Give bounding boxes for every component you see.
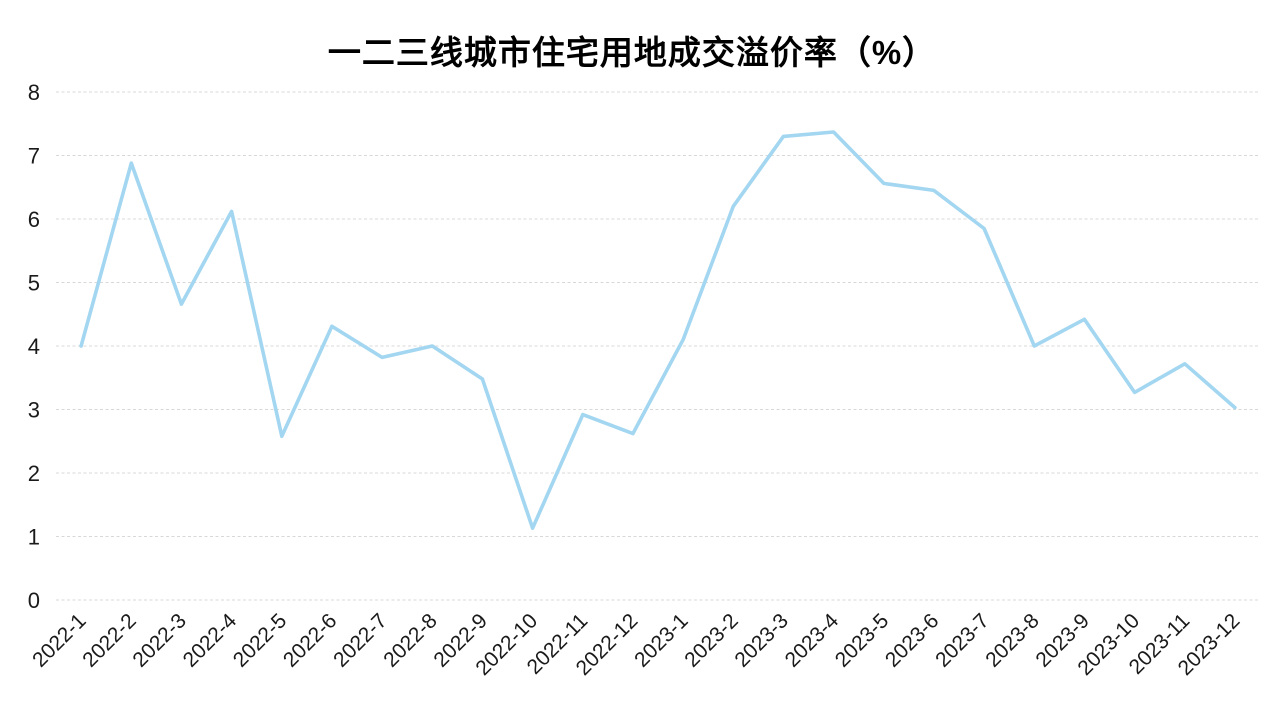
x-axis-tick-label: 2022-8 xyxy=(379,609,442,672)
x-axis-tick-label: 2023-2 xyxy=(680,609,743,672)
x-axis-tick-label: 2022-6 xyxy=(279,609,342,672)
x-axis-tick-label: 2023-5 xyxy=(831,609,894,672)
y-axis-tick-label: 1 xyxy=(28,525,40,550)
y-axis-tick-label: 6 xyxy=(28,207,40,232)
y-axis-tick-label: 7 xyxy=(28,144,40,169)
y-axis-tick-label: 5 xyxy=(28,271,40,296)
x-axis-tick-label: 2022-3 xyxy=(128,609,191,672)
x-axis-tick-label: 2023-6 xyxy=(881,609,944,672)
x-axis-tick-label: 2022-1 xyxy=(28,609,91,672)
x-axis-tick-label: 2022-4 xyxy=(179,609,242,672)
y-axis-tick-label: 0 xyxy=(28,588,40,613)
x-axis-tick-label: 2023-4 xyxy=(781,609,844,672)
x-axis-tick-label: 2023-1 xyxy=(630,609,693,672)
y-axis-tick-label: 8 xyxy=(28,80,40,105)
data-line-premium-rate xyxy=(79,130,1237,531)
x-axis-tick-label: 2022-7 xyxy=(329,609,392,672)
y-axis-tick-label: 2 xyxy=(28,461,40,486)
x-axis-tick-label: 2023-8 xyxy=(981,609,1044,672)
x-axis-tick-label: 2022-5 xyxy=(229,609,292,672)
y-axis-tick-label: 3 xyxy=(28,398,40,423)
x-axis-tick-label: 2023-7 xyxy=(931,609,994,672)
y-axis-tick-label: 4 xyxy=(28,334,40,359)
x-axis-tick-label: 2023-3 xyxy=(730,609,793,672)
chart-title: 一二三线城市住宅用地成交溢价率（%） xyxy=(327,34,937,71)
x-axis-tick-label: 2022-2 xyxy=(78,609,141,672)
